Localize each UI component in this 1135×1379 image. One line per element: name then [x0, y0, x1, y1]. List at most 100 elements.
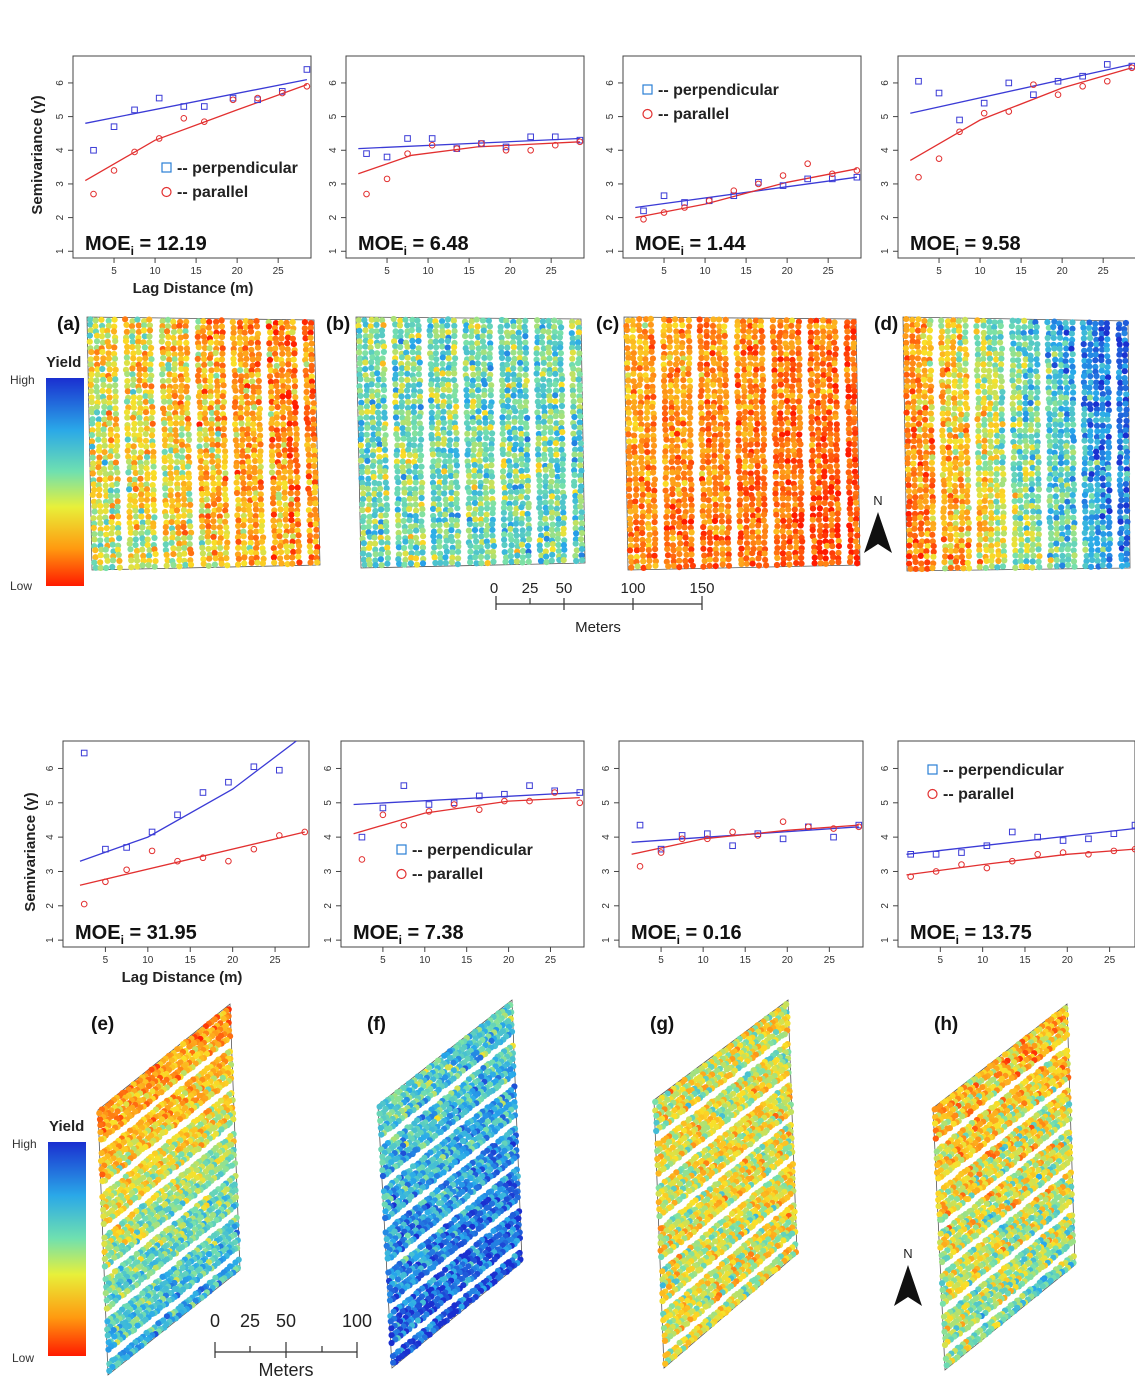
yield-point: [558, 413, 565, 420]
yield-point: [796, 424, 803, 431]
yield-point: [626, 547, 634, 554]
yield-point: [429, 424, 436, 431]
yield-point: [414, 317, 421, 324]
yield-point: [110, 361, 118, 368]
yield-point: [96, 486, 103, 493]
yield-point: [369, 462, 376, 469]
yield-point: [819, 339, 826, 346]
yield-point: [139, 540, 147, 547]
yield-point: [132, 529, 139, 537]
yield-point: [131, 420, 138, 427]
yield-point: [910, 409, 918, 416]
yield-point: [138, 530, 145, 537]
yield-point: [89, 491, 96, 498]
yield-point: [850, 419, 857, 426]
yield-point: [237, 404, 244, 411]
yield-point: [512, 520, 520, 527]
yield-point: [222, 518, 229, 526]
yield-point: [360, 490, 367, 497]
yield-point: [417, 388, 424, 395]
yield-point: [366, 496, 373, 503]
yield-point: [549, 521, 556, 528]
yield-point: [454, 484, 461, 491]
yield-point: [664, 508, 671, 515]
yield-point: [270, 511, 277, 518]
yield-point: [784, 441, 791, 448]
yield-point: [394, 468, 401, 475]
yield-point: [107, 498, 114, 505]
yield-point: [357, 436, 364, 443]
yield-point: [668, 458, 675, 465]
yield-point: [88, 399, 95, 406]
yield-point: [161, 458, 168, 465]
yield-point: [645, 547, 652, 554]
yield-point: [233, 479, 240, 486]
y-tick-label: 5: [323, 800, 334, 806]
yield-point: [759, 414, 767, 421]
yield-point: [372, 523, 379, 531]
yield-point: [182, 366, 189, 373]
yield-point: [400, 473, 407, 481]
yield-point: [833, 462, 840, 469]
yield-point: [706, 562, 713, 569]
yield-point: [105, 361, 112, 368]
yield-point: [417, 473, 424, 480]
yield-point: [166, 356, 173, 363]
perpendicular-point: [199, 789, 207, 796]
yield-point: [214, 393, 221, 400]
yield-point: [847, 531, 854, 539]
yield-point: [100, 382, 107, 389]
yield-point: [288, 511, 295, 518]
yield-point: [576, 386, 583, 393]
yield-point: [910, 470, 918, 477]
x-tick-label: 5: [384, 266, 390, 277]
yield-point: [918, 531, 925, 538]
yield-point: [498, 354, 506, 362]
yield-point: [203, 485, 210, 492]
yield-point: [220, 425, 227, 433]
yield-point: [428, 435, 435, 442]
yield-point: [375, 414, 382, 421]
yield-point: [517, 392, 524, 399]
parallel-point: [526, 797, 533, 805]
yield-point: [152, 558, 159, 565]
yield-point: [466, 488, 473, 495]
yield-point: [630, 393, 637, 400]
parallel-fit-line: [909, 67, 1133, 161]
yield-point: [162, 485, 169, 492]
yield-point: [401, 480, 408, 487]
yield-point: [213, 410, 220, 417]
yield-point: [439, 318, 446, 325]
yield-point: [418, 463, 425, 470]
perpendicular-point: [932, 851, 940, 858]
yield-point: [413, 507, 420, 514]
yield-point: [651, 552, 658, 559]
yield-point: [633, 519, 640, 526]
yield-point: [130, 404, 137, 411]
yield-point: [847, 500, 854, 507]
yield-point: [555, 541, 562, 549]
yield-point: [219, 350, 226, 357]
moe-label: MOEi = 0.16: [631, 922, 742, 947]
yield-point: [427, 343, 434, 350]
yield-point: [910, 460, 917, 467]
perpendicular-point: [225, 778, 232, 786]
yield-point: [174, 519, 181, 526]
yield-point: [844, 334, 851, 341]
yield-point: [674, 447, 681, 454]
yield-point: [109, 508, 116, 515]
yield-point: [104, 327, 111, 334]
yield-point: [784, 409, 791, 416]
yield-point: [624, 345, 631, 352]
yield-point: [200, 351, 207, 358]
yield-point: [133, 547, 141, 555]
yield-point: [205, 562, 212, 569]
yield-point: [249, 378, 256, 385]
yield-point: [369, 393, 376, 400]
parallel-point: [379, 811, 387, 819]
yield-point: [552, 392, 559, 399]
yield-point: [704, 415, 711, 422]
yield-point: [195, 362, 202, 369]
yield-point: [384, 506, 391, 513]
yield-point: [463, 392, 470, 399]
